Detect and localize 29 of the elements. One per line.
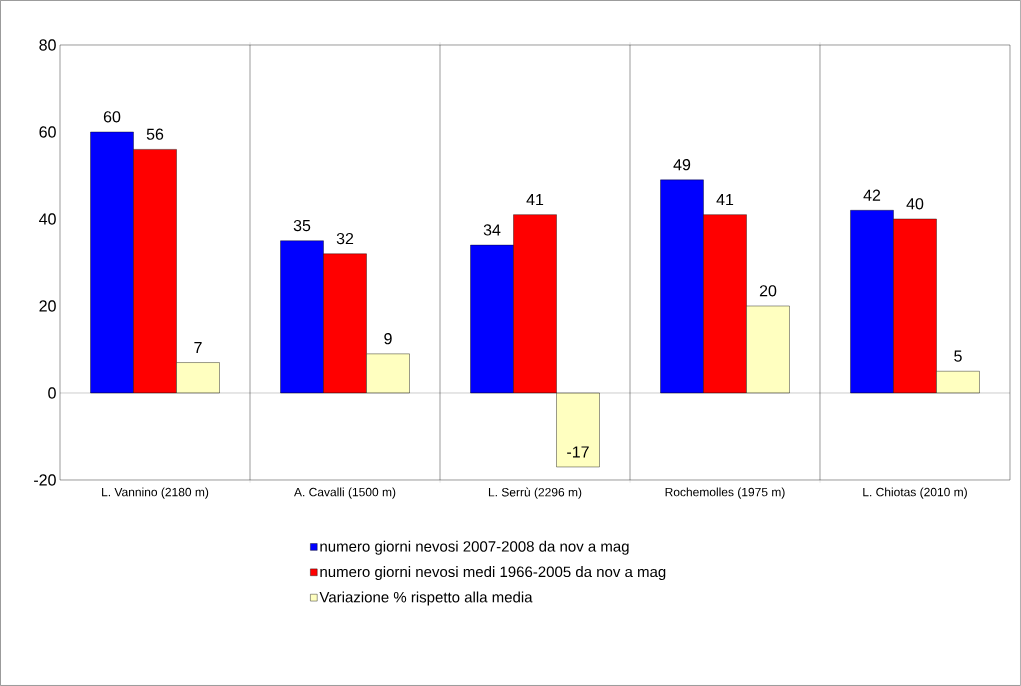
data-label: 35 bbox=[293, 219, 311, 232]
y-tick-label: 80 bbox=[39, 39, 56, 51]
data-label: 34 bbox=[483, 224, 501, 236]
y-tick-label: 40 bbox=[39, 213, 56, 225]
data-label: 9 bbox=[384, 332, 392, 345]
x-tick-label: L. Vannino (2180 m) bbox=[102, 487, 209, 499]
legend-label: numero giorni nevosi 2007-2008 da nov a mag bbox=[320, 540, 629, 555]
legend-label: numero giorni nevosi medi 1966-2005 da nov a mag bbox=[320, 566, 666, 581]
data-label: 56 bbox=[146, 128, 164, 140]
data-label: 7 bbox=[194, 342, 202, 354]
y-tick-label: -20 bbox=[34, 474, 56, 486]
data-label: -17 bbox=[567, 446, 589, 458]
data-label: 41 bbox=[716, 194, 734, 206]
data-label: 60 bbox=[103, 111, 121, 123]
x-tick-label: L. Serrù (2296 m) bbox=[488, 487, 582, 499]
data-label: 5 bbox=[954, 350, 962, 362]
legend-label: Variazione % rispetto alla media bbox=[319, 591, 533, 606]
x-tick-label: L. Chiotas (2010 m) bbox=[863, 487, 967, 499]
data-label: 20 bbox=[759, 285, 777, 297]
data-label: 42 bbox=[863, 189, 881, 201]
y-tick-label: 60 bbox=[39, 126, 56, 138]
data-label: 32 bbox=[336, 232, 354, 245]
x-tick-label: Rochemolles (1975 m) bbox=[665, 487, 785, 499]
y-tick-label: 20 bbox=[39, 300, 56, 312]
y-tick-label: 0 bbox=[48, 387, 56, 399]
data-label: 40 bbox=[906, 198, 924, 210]
data-label: 41 bbox=[526, 194, 544, 206]
data-label: 49 bbox=[673, 158, 691, 171]
x-tick-label: A. Cavalli (1500 m) bbox=[294, 487, 396, 499]
